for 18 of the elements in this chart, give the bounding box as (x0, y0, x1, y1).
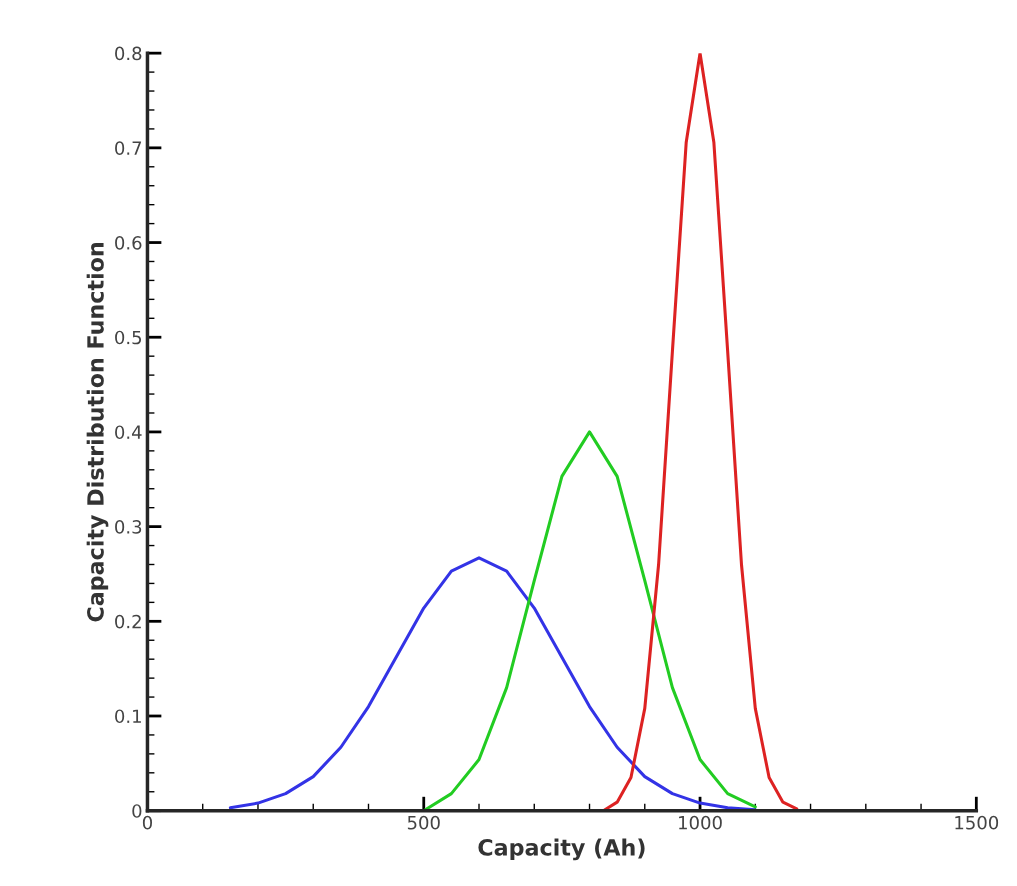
x-tick-label: 500 (407, 815, 440, 830)
y-axis-title: Capacity Distribution Function (86, 242, 109, 622)
y-tick-label: 0.8 (115, 46, 142, 61)
line-series (601, 53, 799, 811)
x-tick-label: 1000 (679, 815, 722, 830)
y-tick-label: 0.5 (115, 330, 142, 345)
line-series (228, 556, 757, 811)
y-tick-label: 0.6 (115, 236, 142, 250)
x-tick-label: 1500 (955, 815, 999, 830)
y-tick-label: 0 (132, 804, 142, 818)
y-tick-label: 0.1 (115, 709, 141, 724)
line-series (422, 430, 757, 811)
y-tick-label: 0.4 (115, 425, 142, 440)
x-tick-label: 0 (142, 815, 153, 830)
y-tick-label: 0.7 (115, 141, 142, 155)
x-axis-title: Capacity (Ah) (478, 838, 645, 861)
y-tick-label: 0.2 (115, 614, 141, 629)
y-tick-label: 0.3 (115, 520, 142, 534)
